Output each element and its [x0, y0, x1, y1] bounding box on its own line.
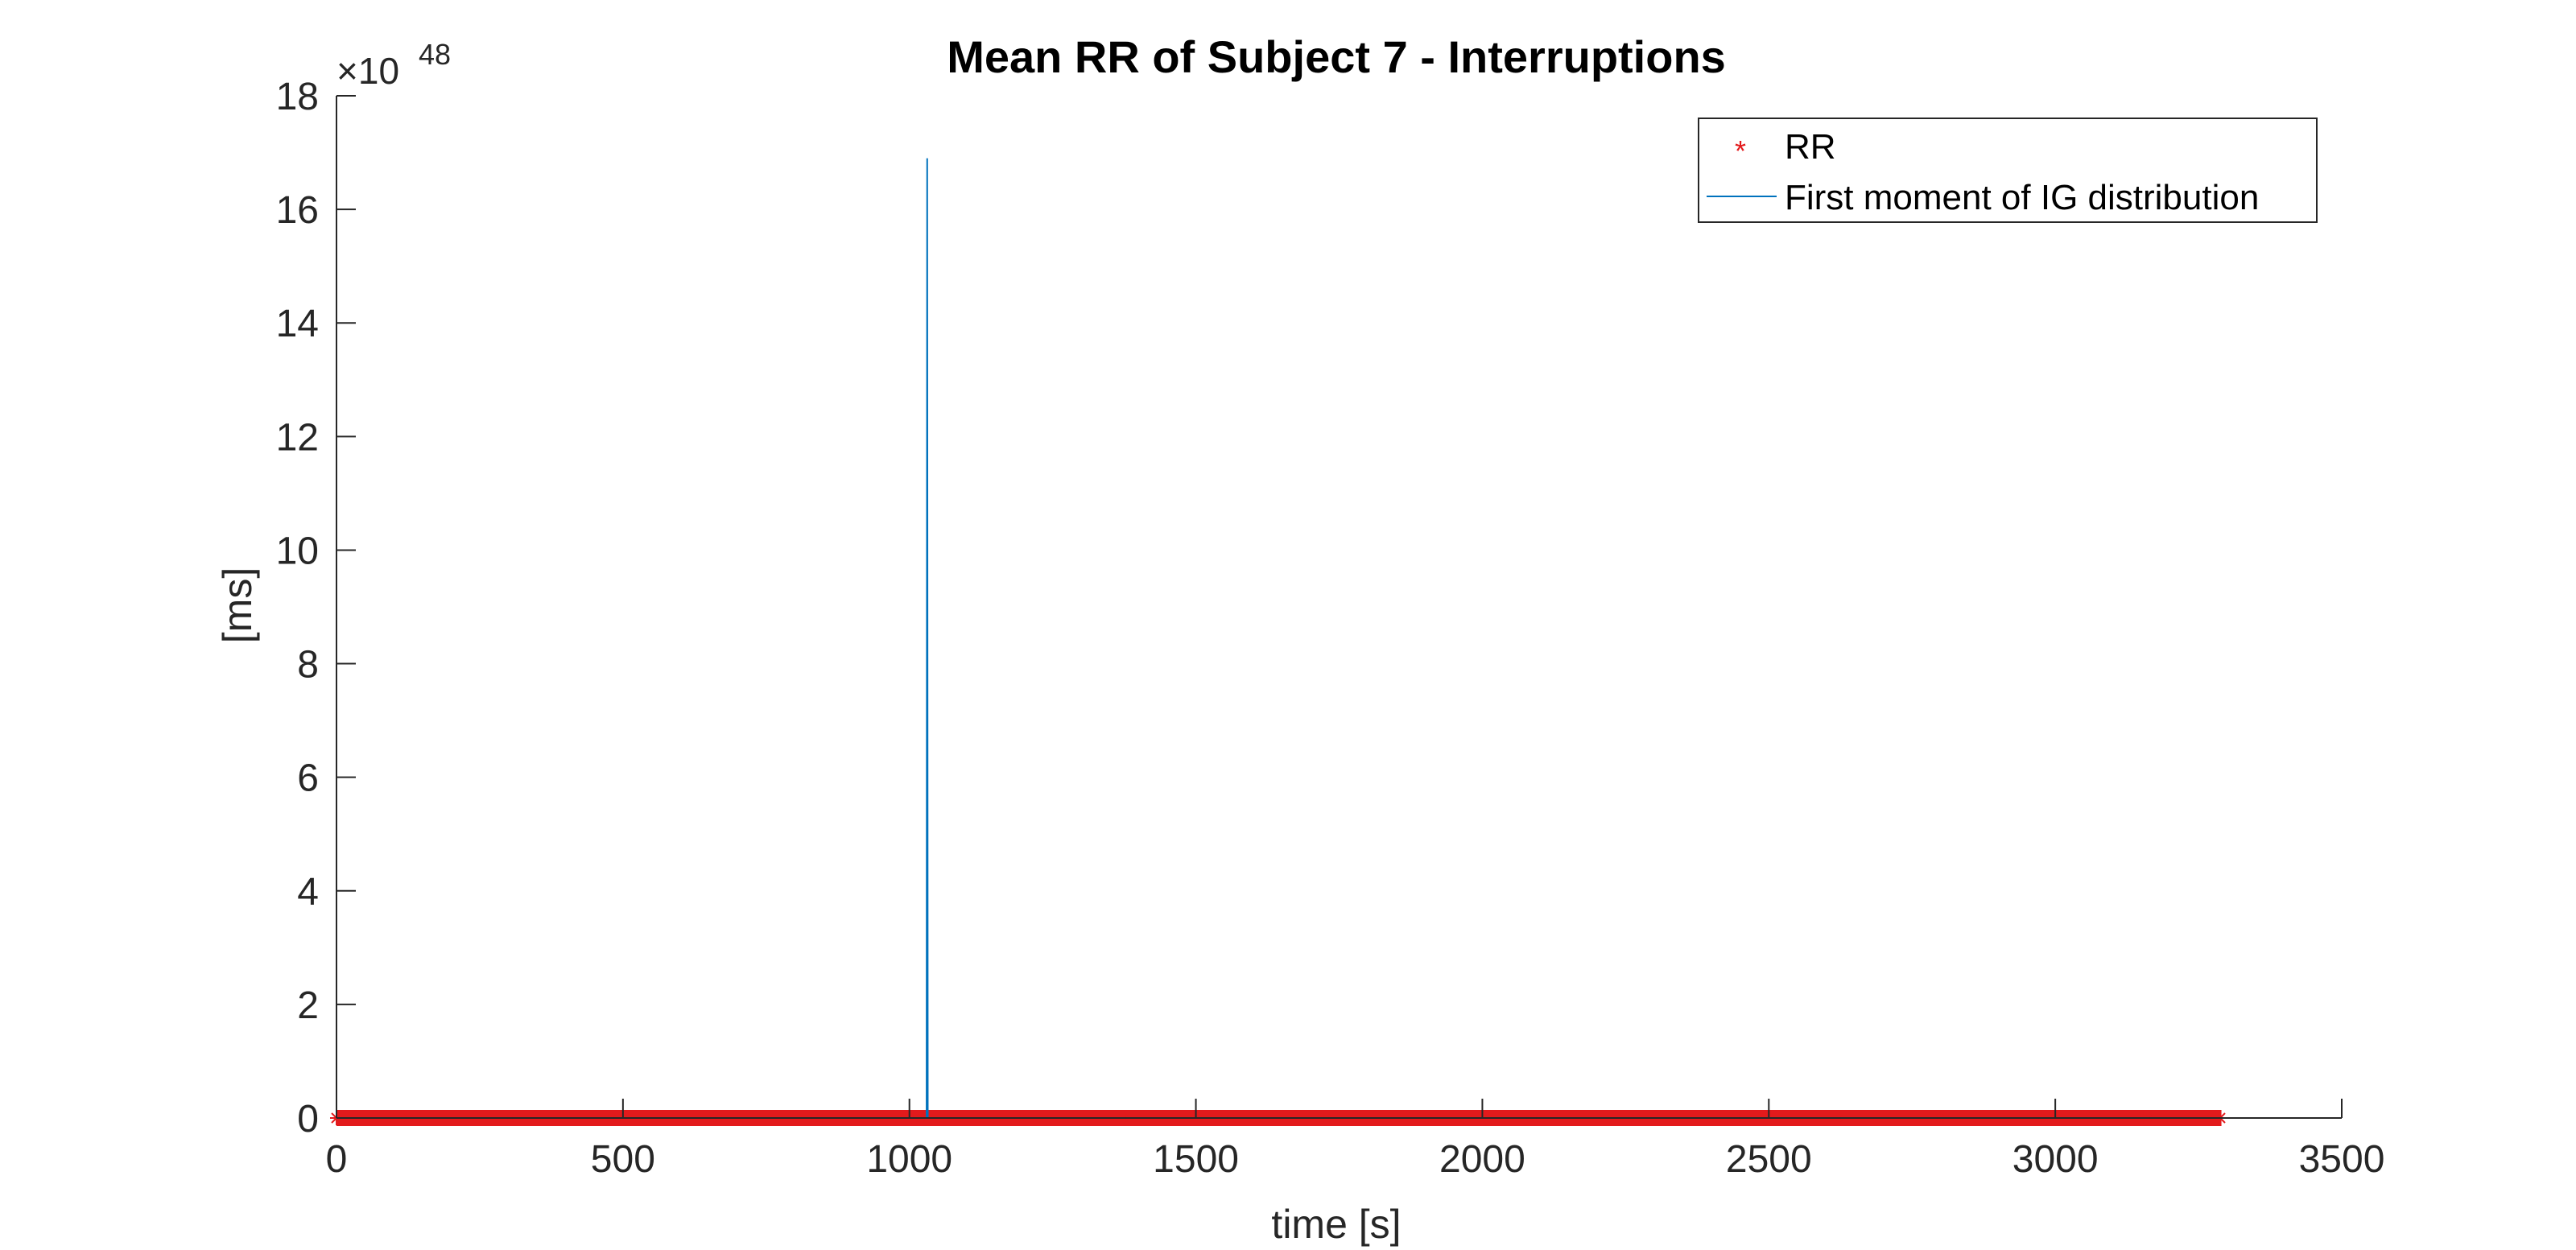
x-tick-label: 500	[591, 1138, 655, 1181]
y-tick-label: 2	[297, 984, 319, 1027]
x-tick-label: 1500	[1153, 1138, 1239, 1181]
x-tick-label: 3500	[2299, 1138, 2385, 1181]
y-axis-label: [ms]	[215, 567, 260, 643]
ticks: 0 500 1000 1500 2000 2500 3000 3500 0 2 4 6 8 10 12 14 1…	[276, 76, 2385, 1181]
y-exponent-power: 48	[419, 38, 451, 71]
y-exponent-label: ×10 48	[336, 38, 451, 92]
y-tick-label: 16	[276, 189, 319, 232]
y-tick-label: 18	[276, 76, 319, 118]
y-tick-label: 6	[297, 757, 319, 800]
x-axis-label: time [s]	[1271, 1202, 1401, 1247]
legend-box	[1698, 118, 2318, 223]
chart-title: Mean RR of Subject 7 - Interruptions	[947, 31, 1726, 82]
y-exponent-base: ×10	[336, 50, 399, 92]
axes	[336, 96, 2342, 1119]
legend-rr-label: RR	[1785, 127, 1836, 167]
y-tick-label: 14	[276, 303, 319, 345]
x-tick-label: 2500	[1726, 1138, 1812, 1181]
y-tick-label: 10	[276, 530, 319, 572]
legend-ig-label: First moment of IG distribution	[1785, 178, 2259, 217]
x-tick-label: 2000	[1439, 1138, 1525, 1181]
x-tick-label: 1000	[866, 1138, 952, 1181]
y-tick-label: 0	[297, 1098, 319, 1141]
x-tick-label: 0	[326, 1138, 348, 1181]
legend-rr-marker: *	[1735, 134, 1746, 167]
y-tick-label: 4	[297, 871, 319, 914]
y-tick-label: 12	[276, 416, 319, 459]
y-tick-label: 8	[297, 644, 319, 687]
x-tick-label: 3000	[2013, 1138, 2099, 1181]
legend: * RR First moment of IG distribution	[1698, 118, 2318, 223]
